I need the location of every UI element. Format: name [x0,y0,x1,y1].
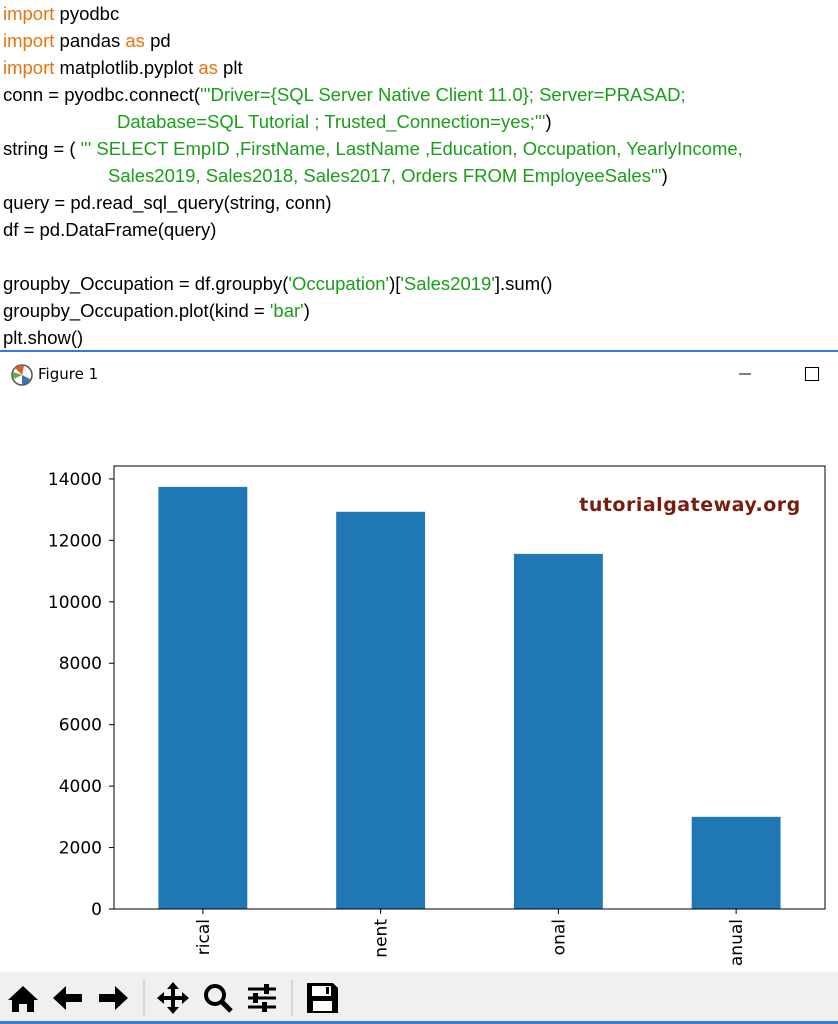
code-line: query = pd.read_sql_query(string, conn) [3,189,838,216]
code-line: import pyodbc [3,0,838,27]
code-token: pyodbc [54,3,120,24]
y-tick-label: 2000 [59,839,102,859]
minimize-button[interactable] [738,368,752,382]
code-token: import [3,57,55,78]
code-token: as [198,57,218,78]
bar [513,553,603,909]
y-tick-label: 14000 [48,470,102,490]
code-token: 'Sales2019' [400,273,495,294]
y-tick-label: 4000 [59,777,102,797]
y-tick-label: 8000 [59,654,102,674]
x-tick-label: anual [727,919,747,966]
code-line: import pandas as pd [3,27,838,54]
x-tick-label: onal [549,919,569,955]
code-token: '''Driver={SQL Server Native Client 11.0… [199,84,686,105]
code-token: conn = pyodbc.connect( [3,84,200,105]
save-button[interactable] [307,983,338,1013]
home-button[interactable] [8,986,38,1012]
toolbar-icons [8,980,338,1016]
forward-button[interactable] [99,986,128,1010]
configure-button[interactable] [248,984,276,1012]
y-tick-label: 10000 [48,593,102,613]
code-token: Database=SQL Tutorial ; Trusted_Connecti… [117,111,546,132]
code-token: 'bar' [269,300,304,321]
code-line: conn = pyodbc.connect('''Driver={SQL Ser… [3,81,838,108]
code-token: plt [217,57,243,78]
code-token: ) [545,111,552,132]
toolbar [0,972,838,1022]
window-title: Figure 1 [38,365,99,383]
zoom-button[interactable] [204,984,233,1013]
code-token: )[ [389,273,401,294]
code-token: pandas [54,30,126,51]
watermark: tutorialgateway.org [579,494,801,516]
code-token: pd [144,30,171,51]
code-token: ) [303,300,310,321]
code-token: import [3,3,55,24]
x-tick-label: nent [372,919,392,958]
app-icon [11,364,33,386]
axes-frame [113,465,826,910]
code-token: groupby_Occupation = df.groupby( [3,273,289,294]
code-line: string = ( ''' SELECT EmpID ,FirstName, … [3,135,838,162]
chart: 0 2000 4000 6000 8000 10000 12000 14000 rical nen… [48,465,826,966]
code-token: query = pd.read_sql_query(string, conn) [3,192,332,213]
separator [0,350,838,352]
code-line: groupby_Occupation = df.groupby('Occupat… [3,270,838,297]
code-token: import [3,30,55,51]
window-titlebar: Figure 1 [0,352,838,398]
bar [158,486,248,909]
code-token: plt.show() [3,327,84,348]
code-token: ''' SELECT EmpID ,FirstName, LastName ,E… [80,138,743,159]
code-line: plt.show() [3,324,838,351]
code-token: 'Occupation' [288,273,390,294]
maximize-button[interactable] [804,366,820,382]
code-token: as [125,30,145,51]
code-line: Database=SQL Tutorial ; Trusted_Connecti… [3,108,838,135]
y-tick-label: 0 [91,900,102,920]
code-line: import matplotlib.pyplot as plt [3,54,838,81]
y-tick-label: 12000 [48,531,102,551]
code-token: df = pd.DataFrame(query) [3,219,217,240]
pan-button[interactable] [157,982,189,1014]
code-token: Sales2019, Sales2018, Sales2017, Orders … [108,165,662,186]
x-tick-label: rical [194,919,214,955]
code-token: ) [661,165,668,186]
code-token: string = ( [3,138,81,159]
code-editor: import pyodbc import pandas as pd import m… [3,0,838,351]
bar [691,816,781,909]
code-line: Sales2019, Sales2018, Sales2017, Orders … [3,162,838,189]
code-token: groupby_Occupation.plot(kind = [3,300,270,321]
code-line: groupby_Occupation.plot(kind = 'bar') [3,297,838,324]
separator [0,1021,838,1024]
bar [336,511,426,909]
back-button[interactable] [53,986,82,1010]
code-token: matplotlib.pyplot [54,57,199,78]
code-token: ].sum() [494,273,553,294]
code-line: df = pd.DataFrame(query) [3,216,838,243]
y-tick-label: 6000 [59,716,102,736]
